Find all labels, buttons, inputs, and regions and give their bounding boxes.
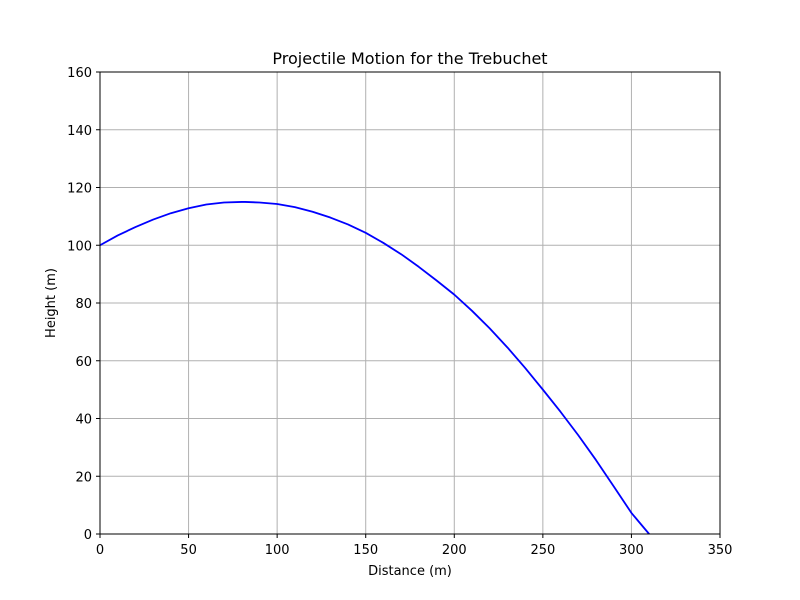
y-tick-label: 0 bbox=[84, 528, 92, 543]
y-tick-label: 80 bbox=[75, 297, 92, 312]
y-tick-label: 160 bbox=[67, 66, 92, 81]
x-tick-label: 350 bbox=[708, 543, 733, 558]
y-axis-label: Height (m) bbox=[44, 268, 59, 338]
y-tick-label: 100 bbox=[67, 239, 92, 254]
chart-title: Projectile Motion for the Trebuchet bbox=[272, 49, 547, 68]
x-tick-label: 100 bbox=[265, 543, 290, 558]
x-tick-label: 200 bbox=[442, 543, 467, 558]
y-tick-label: 120 bbox=[67, 182, 92, 197]
y-tick-label: 60 bbox=[75, 355, 92, 370]
y-axis: 0 20 40 60 80 100 120 140 160 bbox=[67, 66, 100, 543]
y-tick-label: 40 bbox=[75, 413, 92, 428]
x-axis: 0 50 100 150 200 250 300 350 bbox=[96, 534, 733, 558]
series-group bbox=[99, 201, 650, 535]
x-tick-label: 250 bbox=[530, 543, 555, 558]
y-tick-label: 140 bbox=[67, 124, 92, 139]
x-tick-label: 300 bbox=[619, 543, 644, 558]
x-axis-label: Distance (m) bbox=[368, 564, 452, 579]
x-tick-label: 150 bbox=[353, 543, 378, 558]
x-tick-label: 0 bbox=[96, 543, 104, 558]
y-tick-label: 20 bbox=[75, 470, 92, 485]
trajectory-line bbox=[99, 201, 650, 535]
x-tick-label: 50 bbox=[180, 543, 197, 558]
